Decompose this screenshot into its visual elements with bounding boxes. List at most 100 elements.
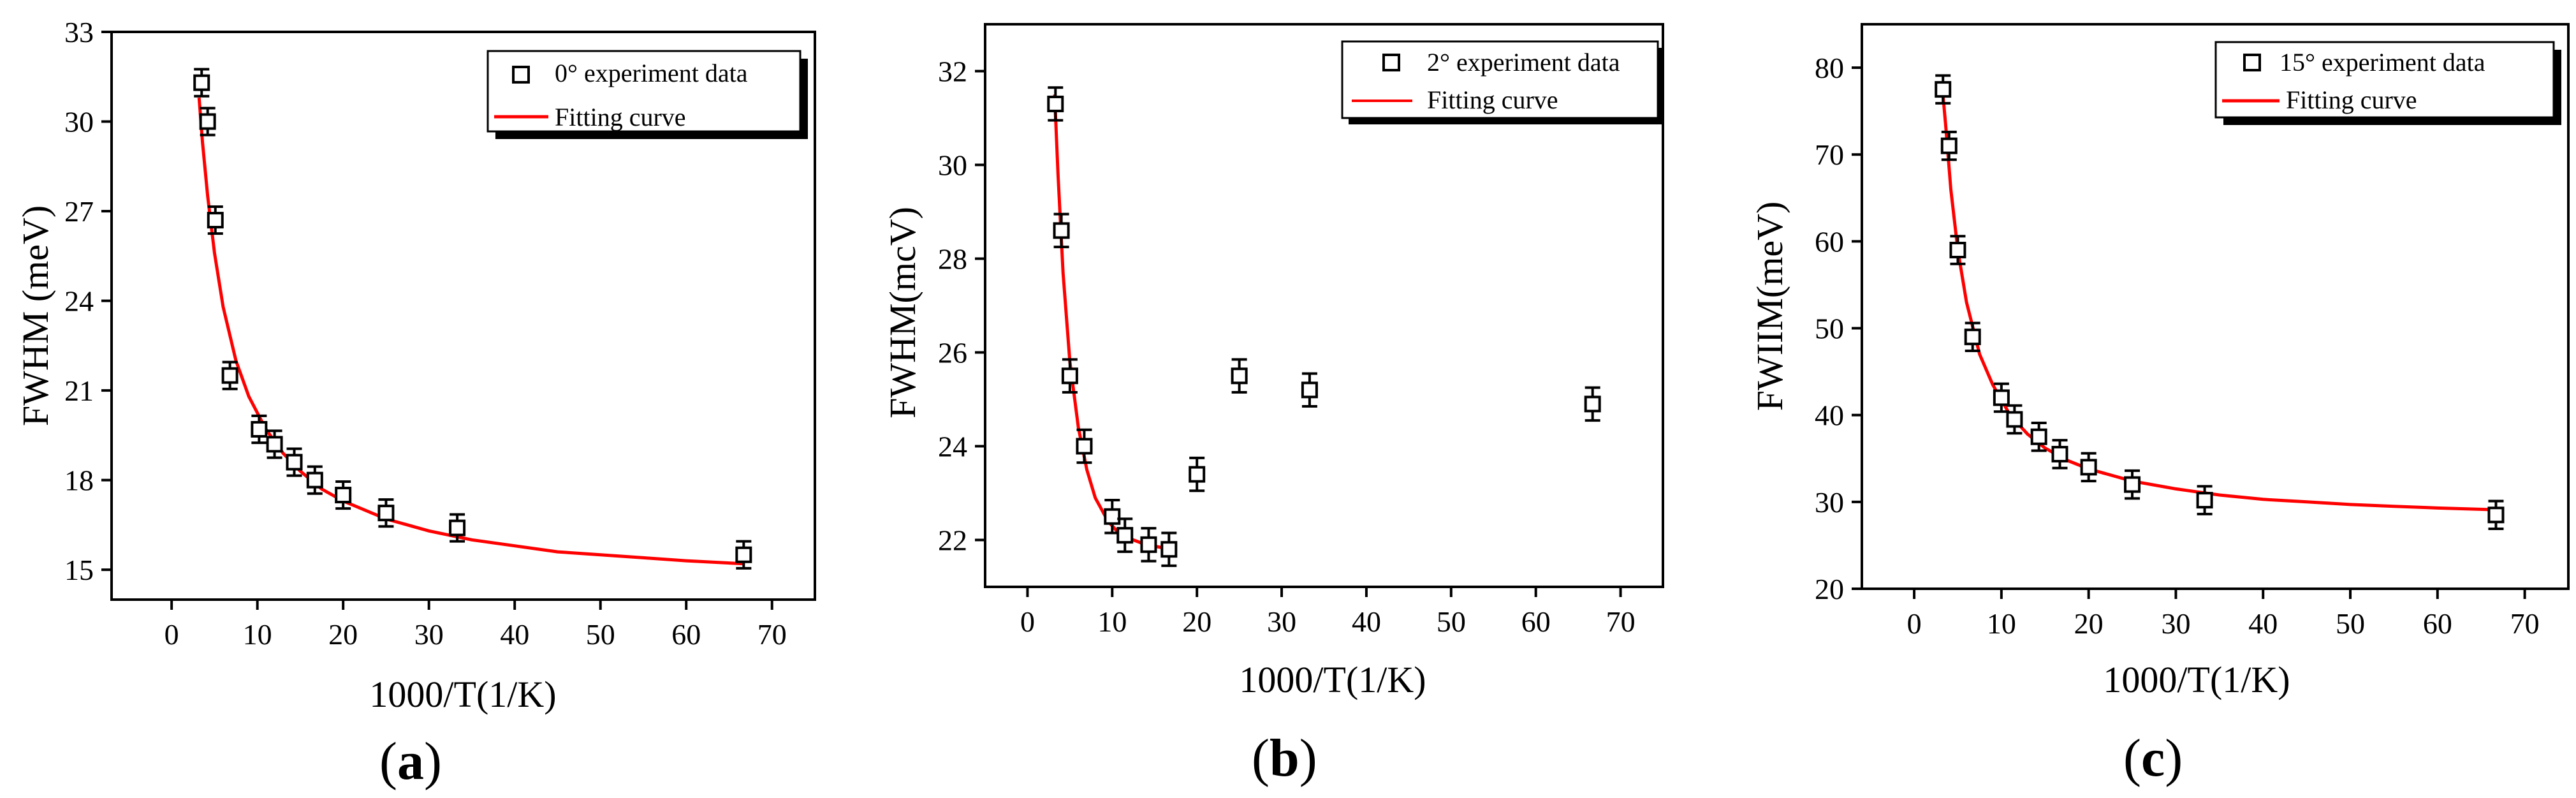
panel-b-square-marker [1301,381,1318,399]
panel-a-caption-letter: a [397,732,424,791]
panel-b-y-tick-label: 22 [938,524,967,557]
panel-c-y-tick-label: 70 [1815,138,1844,171]
panel-a-data-point [207,205,224,235]
panel-c-x-tick-label: 30 [2161,607,2190,640]
panel-a-data-point [199,107,216,137]
panel-c-legend-marker-icon [2243,54,2261,71]
panel-c-data-point [2196,485,2213,515]
panel-b-legend-marker-icon [1382,54,1400,71]
panel-c-data-point [1949,235,1966,265]
panel-a-square-marker [335,487,352,504]
panel-c-square-marker [2051,445,2068,462]
panel-a-data-point [377,498,395,528]
panel-a-fit-curve [197,97,744,566]
panel-c-data-point [2124,469,2141,500]
panel-a-square-marker [735,546,752,563]
panel-a-y-tick-label: 33 [64,16,94,48]
panel-b-square-marker [1116,527,1134,544]
panel-c-x-tick-label: 0 [1907,607,1922,640]
panel-c-y-tick-label: 30 [1815,486,1844,519]
panel-b-x-tick-label: 20 [1182,605,1211,638]
panel-b-y-tick-label: 28 [938,243,967,276]
panel-c-square-marker [2030,428,2047,445]
panel-a-data-point [735,540,752,570]
panel-a-caption: (a) [379,730,442,792]
panel-b-y-axis-label: FWHM(mcV) [882,207,923,418]
panel-a-legend-label-data: 0° experiment data [555,59,748,87]
panel-b-x-tick-label: 30 [1267,605,1296,638]
panel-b-x-tick-label: 10 [1097,605,1127,638]
panel-c-y-tick-label: 20 [1815,573,1844,605]
panel-a-square-marker [377,505,395,522]
panel-c-square-marker [2487,506,2505,524]
panel-c-caption: (c) [2123,727,2183,789]
panel-a-y-axis-label: FWHM (meV) [15,205,56,426]
panel-b-x-tick-label: 70 [1606,605,1636,638]
panel-b-square-marker [1076,438,1093,455]
panel-b-data-point [1076,428,1093,464]
panel-c-fit-line [1940,85,2496,512]
panel-a-y-tick-label: 30 [64,106,94,138]
panel-a-x-tick-label: 10 [243,618,272,651]
panel-c-square-marker [1993,389,2010,406]
panel-b-caption-close: ) [1299,728,1317,788]
panel-c: FWIIM(meV) 1000/T(1/K) 0 10 20 30 40 50 60 70 20… [1749,23,2570,700]
panel-a-x-tick-label: 70 [757,618,787,651]
panel-b-data-point [1584,386,1601,422]
panel-c-data-point [1993,382,2010,413]
panel-b-square-marker [1160,541,1178,558]
panel-c-data-points [1935,74,2505,531]
panel-b-ticks: 0 10 20 30 40 50 60 70 22 24 26 28 30 32 [938,55,1636,639]
panel-b-data-point [1160,531,1178,567]
panel-b-fit-curve [1053,94,1169,551]
panel-b-fit-line [1053,94,1169,551]
panel-b-data-point [1301,372,1318,408]
panel-c-x-tick-label: 40 [2248,607,2278,640]
panel-a-square-marker [306,471,323,489]
panel-b-legend-label-data: 2° experiment data [1427,48,1620,77]
panel-b-x-tick-label: 50 [1437,605,1466,638]
panel-c-data-point [1940,130,1958,161]
panel-b: FWHM(mcV) 1000/T(1/K) 0 10 20 30 40 50 60 70 22 2… [882,23,1664,700]
panel-a-data-point [306,465,323,495]
panel-c-data-point [2487,499,2505,531]
panel-a-legend-label-fit: Fitting curve [555,103,686,131]
panel-a-caption-close: ) [423,732,442,791]
panel-c-x-tick-label: 70 [2510,607,2540,640]
panel-c-square-marker [2124,476,2141,493]
panel-c-y-tick-label: 50 [1815,313,1844,345]
panel-c-legend-label-fit: Fitting curve [2286,85,2417,114]
panel-c-caption-open: ( [2123,728,2141,788]
panel-c-data-point [1935,74,1952,105]
panel-a-data-point [449,513,466,543]
panel-a-legend: 0° experiment data Fitting curve [487,50,808,139]
panel-b-data-point [1104,499,1121,535]
panel-b-square-marker [1231,367,1248,385]
panel-c-square-marker [1940,137,1958,154]
panel-b-data-points [1047,86,1601,567]
panel-b-data-point [1053,212,1070,249]
panel-a-y-tick-label: 27 [64,195,94,228]
panel-a-x-tick-label: 0 [165,618,179,651]
panel-b-x-axis-label: 1000/T(1/K) [1239,659,1426,700]
panel-b-data-point [1189,456,1206,492]
panel-c-data-point [1964,321,1981,352]
panel-a-y-tick-label: 18 [64,464,94,497]
panel-c-x-tick-label: 50 [2336,607,2365,640]
panel-c-data-point [2051,439,2068,469]
panel-c-x-tick-label: 10 [1987,607,2016,640]
panel-a-x-tick-label: 30 [414,618,444,651]
panel-a-y-tick-label: 15 [64,554,94,586]
panel-a-square-marker [207,212,224,229]
panel-c-square-marker [2196,492,2213,509]
panel-b-y-tick-label: 32 [938,55,967,88]
panel-a-fit-line [197,97,744,566]
panel-b-x-tick-label: 60 [1521,605,1551,638]
panel-c-caption-letter: c [2141,728,2165,788]
panel-b-legend: 2° experiment data Fitting curve [1341,40,1664,124]
panel-c-fit-curve [1940,85,2496,512]
panel-a-square-marker [266,436,283,453]
panel-b-square-marker [1104,508,1121,525]
panel-a-data-point [251,414,268,445]
